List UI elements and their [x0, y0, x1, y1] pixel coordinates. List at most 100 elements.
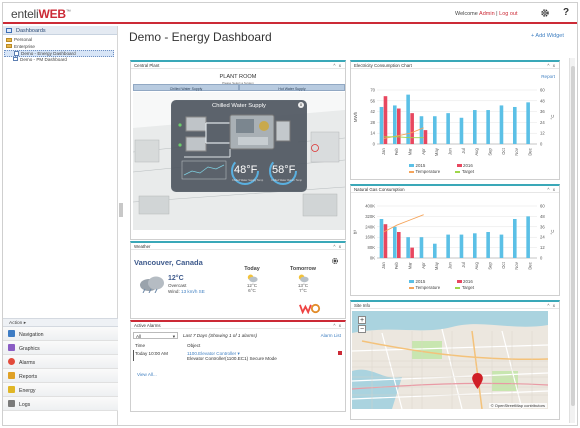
widget-controls[interactable]: ^ x	[547, 302, 556, 308]
help-button[interactable]: ?	[563, 7, 570, 18]
widget-controls[interactable]: ^ x	[333, 243, 342, 249]
widget-title: Weather	[134, 244, 151, 249]
nav-navigation[interactable]: Navigation	[3, 327, 118, 341]
report-link[interactable]: Report	[541, 74, 555, 79]
gas-chart-widget: Natural Gas Consumption ^ x 0K 80K 160K 240…	[350, 184, 560, 296]
main-scrollbar[interactable]	[569, 58, 575, 423]
nav-label: Energy	[19, 387, 36, 394]
tree-item-enterprise[interactable]: Enterprise	[4, 44, 117, 51]
y-tick-label: 0K	[370, 256, 375, 261]
x-tick-label: Apr	[421, 262, 426, 269]
y-tick-label: 0	[373, 142, 376, 147]
sidebar: Dashboards Personal Enterprise Demo - En…	[3, 26, 118, 425]
map-attribution[interactable]: © OpenStreetMap contributors	[488, 403, 547, 408]
bar-2015-Mar	[406, 94, 410, 144]
y-axis-label: MWh	[353, 111, 358, 122]
legend-swatch-2016	[456, 163, 462, 167]
caret-right-icon: ▸	[23, 321, 27, 326]
alarm-list-link[interactable]: Alarm List	[320, 333, 341, 338]
alarm-object-link[interactable]: 1100.Elevator Controller	[187, 350, 237, 356]
legend-swatch-2016	[456, 279, 462, 283]
legend-label-target: Target	[461, 285, 475, 290]
zoom-in-button[interactable]: +	[358, 316, 366, 324]
bar-2015-Oct	[499, 234, 504, 258]
wind-value: 13 km/h SE	[181, 289, 205, 294]
graphics-icon	[8, 344, 15, 351]
widget-controls[interactable]: ^ x	[547, 186, 556, 192]
weather-settings-gear-icon[interactable]	[331, 257, 339, 265]
widget-controls[interactable]: ^ x	[547, 62, 556, 68]
electricity-chart: 0 14 28 42 56 70 0 12 24 36 48 60 MWh °C Jan Feb Mar Apr M…	[353, 88, 555, 157]
tab-chilled-water[interactable]: Chilled Water Supply	[133, 84, 239, 91]
site-map[interactable]: + − © OpenStreetMap contributors	[352, 311, 548, 409]
reports-icon	[8, 372, 15, 379]
zoom-out-button[interactable]: −	[358, 325, 366, 333]
nav-label: Alarms	[19, 359, 36, 366]
alarm-row-marker	[133, 350, 134, 361]
sidebar-title: Dashboards	[16, 27, 46, 34]
settings-gear-icon[interactable]	[540, 8, 550, 18]
logo-tm: ™	[65, 9, 71, 15]
map-pin-icon[interactable]	[472, 373, 483, 389]
nav-alarms[interactable]: Alarms	[3, 355, 118, 369]
y-tick-label: 80K	[368, 245, 376, 250]
widget-controls[interactable]: ^ x	[333, 322, 342, 328]
alarm-flag-icon[interactable]	[338, 351, 342, 355]
alarm-row-time: Today 10:00 AM	[135, 350, 168, 356]
tree-item-pm-dashboard[interactable]: Demo - PM Dashboard	[4, 56, 117, 64]
nav-graphics[interactable]: Graphics	[3, 341, 118, 355]
user-link[interactable]: Admin	[479, 11, 495, 17]
action-menu[interactable]: Action ▸	[3, 318, 118, 327]
y2-tick-label: 0	[540, 256, 543, 261]
y2-tick-label: 36	[540, 224, 545, 229]
widget-header: Natural Gas Consumption ^ x	[351, 186, 559, 193]
active-alarms-widget: Active Alarms ^ x All ▾ Last 7 Days (Show…	[130, 320, 346, 412]
map-tiles	[352, 311, 548, 409]
add-widget-button[interactable]: + Add Widget	[531, 33, 564, 39]
x-tick-label: Jan	[381, 262, 386, 269]
close-icon[interactable]: x	[298, 102, 304, 108]
x-tick-label: Mar	[408, 148, 413, 156]
alarm-filter-bar: All ▾ Last 7 Days (Showing 1 of 1 alarms)…	[133, 332, 345, 340]
alarm-col-time: Time	[135, 343, 146, 348]
widget-title: Site Info	[354, 303, 371, 308]
scrollbar-thumb[interactable]	[571, 66, 575, 406]
legend-swatch-2015	[409, 279, 414, 283]
electricity-chart-widget: Electricity Consumption Chart ^ x Report…	[350, 60, 560, 180]
y2-tick-label: 36	[540, 109, 545, 114]
y2-tick-label: 48	[540, 98, 545, 103]
bar-2015-Jul	[459, 234, 464, 258]
bar-2015-Mar	[406, 237, 410, 258]
y-tick-label: 28	[370, 120, 375, 125]
y2-axis-label: °C	[550, 115, 555, 120]
welcome-text: Welcome	[455, 11, 480, 17]
tab-hot-water[interactable]: Hot Water Supply	[239, 84, 345, 91]
tree-item-label: Personal	[14, 37, 33, 42]
alarm-range-text[interactable]: Last 7 Days (Showing 1 of 1 alarms)	[183, 333, 258, 338]
nav-energy[interactable]: Energy	[3, 383, 118, 397]
y2-tick-label: 0	[540, 142, 543, 147]
bar-2016-Jan	[383, 96, 388, 144]
app-logo[interactable]: enteliWEB™	[11, 7, 71, 21]
x-tick-label: Jun	[448, 262, 453, 269]
dashboard-doc-icon	[13, 56, 18, 61]
dashboard-doc-icon	[14, 51, 19, 56]
nav-logs[interactable]: Logs	[3, 397, 118, 411]
tree-item-personal[interactable]: Personal	[4, 37, 117, 44]
chart-legend: 2015 2016	[409, 163, 473, 168]
weather-underground-logo-icon	[299, 303, 321, 314]
sidebar-header[interactable]: Dashboards	[3, 26, 117, 35]
view-all-alarms-link[interactable]: View All...	[137, 372, 157, 377]
logout-link[interactable]: Log out	[499, 11, 518, 17]
y2-tick-label: 12	[540, 245, 545, 250]
nav-reports[interactable]: Reports	[3, 369, 118, 383]
alarm-row-object[interactable]: 1100.Elevator Controller ▾	[187, 351, 240, 357]
x-tick-label: Oct	[501, 147, 506, 154]
alarm-filter-select[interactable]: All ▾	[133, 332, 178, 339]
tree-item-energy-dashboard[interactable]: Demo - Energy Dashboard	[4, 50, 114, 57]
sidebar-collapse-handle[interactable]	[119, 203, 123, 217]
widget-controls[interactable]: ^ x	[333, 62, 342, 68]
forecast-today: Today 12°C 6°C	[237, 266, 267, 293]
chiller-diagram	[178, 114, 297, 185]
